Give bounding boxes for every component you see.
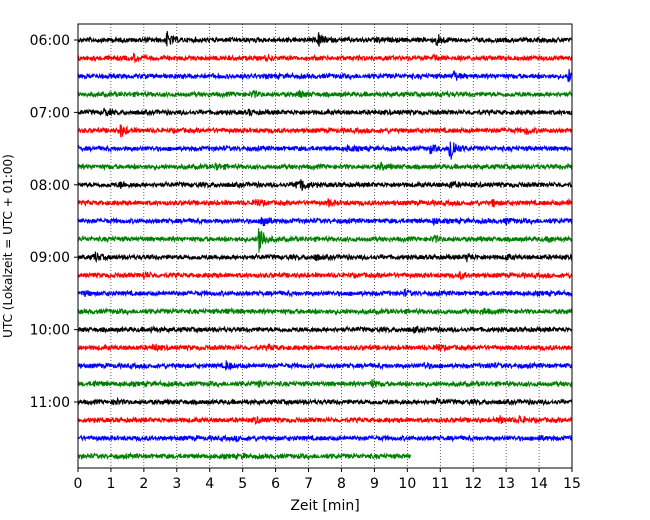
trace-line	[77, 324, 573, 335]
x-tick-label: 13	[497, 476, 515, 492]
trace-line	[77, 107, 573, 118]
x-tick-label: 6	[271, 476, 280, 492]
y-tick-label: 07:00	[30, 105, 70, 121]
trace-line	[77, 415, 573, 426]
y-tick-label: 10:00	[30, 323, 70, 339]
trace-line	[77, 179, 573, 192]
y-tick-label: 08:00	[30, 178, 70, 194]
y-axis-title: UTC (Lokalzeit = UTC + 01:00)	[1, 154, 15, 338]
trace-line	[77, 251, 573, 264]
y-axis-ticks: 06:00 07:00 08:00 09:00 10:00 11:00	[30, 33, 78, 411]
trace-line	[77, 124, 573, 138]
trace-line	[77, 216, 573, 227]
trace-line	[77, 52, 573, 63]
trace-line	[77, 141, 573, 160]
x-tick-label: 11	[431, 476, 449, 492]
trace-line	[77, 433, 573, 443]
trace-line	[77, 228, 573, 253]
trace-line	[77, 89, 573, 99]
plot-frame	[77, 23, 573, 469]
trace-line	[77, 31, 573, 47]
x-tick-label: 2	[139, 476, 148, 492]
trace-line	[77, 197, 573, 208]
x-tick-label: 4	[205, 476, 214, 492]
trace-line	[77, 161, 573, 172]
x-tick-label: 15	[563, 476, 581, 492]
x-tick-label: 3	[172, 476, 181, 492]
trace-line	[77, 343, 573, 353]
trace-line	[77, 396, 573, 407]
x-tick-label: 8	[337, 476, 346, 492]
trace-line	[77, 69, 573, 83]
trace-line	[77, 378, 573, 389]
trace-line	[77, 287, 573, 298]
trace-line	[77, 306, 573, 317]
trace-line	[77, 451, 411, 461]
x-tick-label: 9	[370, 476, 379, 492]
x-tick-label: 0	[74, 476, 83, 492]
trace-line	[77, 270, 573, 282]
x-tick-label: 14	[530, 476, 548, 492]
y-tick-label: 11:00	[30, 395, 70, 411]
x-tick-label: 12	[464, 476, 482, 492]
x-tick-label: 5	[238, 476, 247, 492]
y-tick-label: 06:00	[30, 33, 70, 49]
x-tick-label: 1	[106, 476, 115, 492]
x-tick-label: 10	[398, 476, 416, 492]
traces	[77, 31, 573, 461]
trace-line	[77, 360, 573, 371]
x-axis-ticks: 0 1 2 3 4 5 6 7 8 9 10 11 12 13 14 15	[74, 468, 581, 492]
grid-lines	[110, 24, 540, 468]
x-tick-label: 7	[304, 476, 313, 492]
x-axis-title: Zeit [min]	[290, 498, 359, 514]
y-tick-label: 09:00	[30, 250, 70, 266]
